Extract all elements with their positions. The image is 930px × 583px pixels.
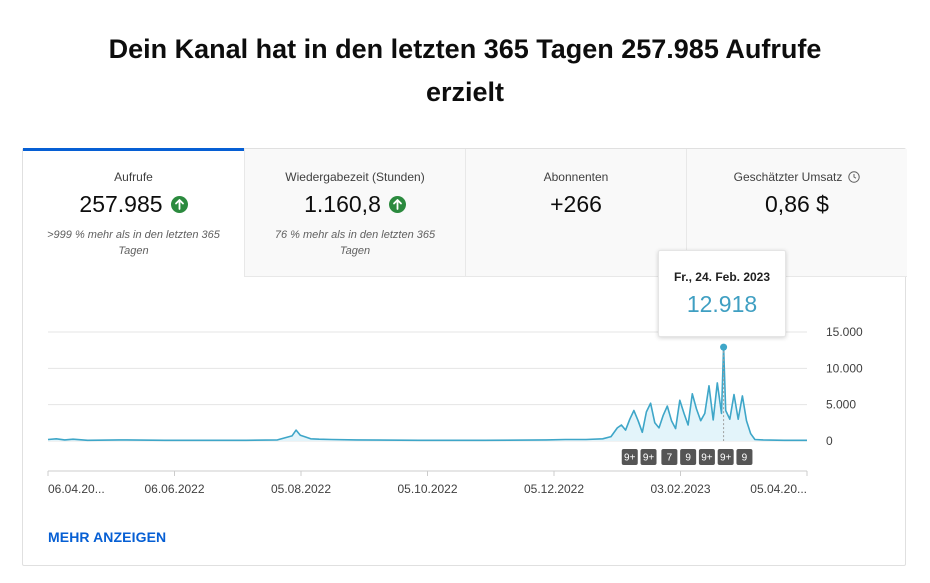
views-chart[interactable]: 0 5.000 10.000 15.000 06.04.20... 06.06.2022…	[23, 149, 905, 519]
tab-subscribers-label: Abonnenten	[543, 170, 609, 184]
show-more-link[interactable]: MEHR ANZEIGEN	[48, 529, 167, 545]
page-title: Dein Kanal hat in den letzten 365 Tagen …	[0, 28, 930, 114]
tab-views-label: Aufrufe	[114, 170, 153, 184]
tooltip-date: Fr., 24. Feb. 2023	[673, 270, 771, 284]
tab-subscribers-value-row: +266	[466, 191, 686, 218]
highlight-marker	[720, 343, 728, 441]
tooltip-value: 12.918	[686, 291, 758, 317]
y-tick-label: 15.000	[826, 325, 863, 339]
event-badge-label: 9+	[720, 453, 732, 464]
y-tick-label: 0	[826, 434, 833, 448]
event-badge	[698, 449, 715, 465]
tab-watch-time-label: Wiedergabezeit (Stunden)	[285, 170, 425, 184]
tab-watch-time-value: 1.160,8	[304, 191, 381, 217]
page-title-line-2: erzielt	[425, 77, 505, 107]
tab-watch-time[interactable]: Wiedergabezeit (Stunden) 1.160,8 76 % me…	[244, 149, 465, 277]
event-badge-label: 9	[685, 453, 691, 464]
event-badge	[621, 449, 638, 465]
x-tick-label: 05.12.2022	[524, 482, 584, 496]
x-tick-label: 05.04.20...	[750, 482, 807, 496]
tab-views-note: >999 % mehr als in den letzten 365 Tagen	[47, 229, 220, 257]
tab-watch-time-value-row: 1.160,8	[245, 191, 465, 218]
series-line-views	[47, 346, 807, 442]
event-badge-label: 9+	[643, 453, 655, 464]
y-tick-label: 10.000	[826, 361, 863, 375]
metric-tabs: Aufrufe 257.985 >999 % mehr als in den l…	[23, 148, 907, 277]
event-badge-label: 9+	[701, 453, 713, 464]
highlight-point	[720, 343, 728, 351]
event-badge-label: 9+	[624, 453, 636, 464]
x-tick-label: 06.06.2022	[144, 482, 204, 496]
tab-watch-time-note: 76 % mehr als in den letzten 365 Tagen	[274, 229, 436, 257]
event-badge	[680, 449, 697, 465]
tab-views-value-row: 257.985	[23, 191, 244, 218]
tab-subscribers[interactable]: Abonnenten +266	[465, 149, 686, 277]
x-tick-label: 03.02.2023	[650, 482, 710, 496]
tab-revenue-value: 0,86 $	[765, 191, 829, 217]
y-axis-ticks: 0 5.000 10.000 15.000	[826, 325, 863, 448]
tab-revenue-label-row: Geschätzter Umsatz	[687, 170, 907, 184]
arrow-up-icon	[388, 196, 406, 213]
x-axis-ticks: 06.04.20... 06.06.2022 05.08.2022 05.10.202…	[47, 471, 808, 496]
tab-revenue-value-row: 0,86 $	[687, 191, 907, 218]
clock-icon	[848, 171, 861, 183]
event-badge-label: 9	[742, 453, 748, 464]
tab-subscribers-value: +266	[550, 191, 602, 217]
arrow-up-icon	[170, 196, 188, 213]
series-area-fill	[48, 347, 807, 441]
x-tick-label: 05.10.2022	[397, 482, 457, 496]
x-tick-label: 05.08.2022	[271, 482, 331, 496]
analytics-card: Aufrufe 257.985 >999 % mehr als in den l…	[22, 148, 907, 566]
tab-views[interactable]: Aufrufe 257.985 >999 % mehr als in den l…	[23, 148, 244, 277]
event-badge	[661, 449, 678, 465]
tab-revenue-label: Geschätzter Umsatz	[733, 170, 843, 184]
event-badge	[640, 449, 657, 465]
event-badges: 9+ 9+ 7 9 9+ 9+ 9	[621, 449, 753, 465]
y-tick-label: 5.000	[826, 398, 856, 412]
event-badge	[736, 449, 753, 465]
event-badge-label: 7	[667, 453, 673, 464]
event-badge	[717, 449, 734, 465]
tab-views-value: 257.985	[79, 191, 163, 217]
chart-area	[47, 346, 807, 442]
chart-tooltip: Fr., 24. Feb. 2023 12.918	[658, 250, 786, 337]
x-tick-label: 06.04.20...	[48, 482, 105, 496]
page-title-line-1: Dein Kanal hat in den letzten 365 Tagen …	[108, 34, 822, 64]
